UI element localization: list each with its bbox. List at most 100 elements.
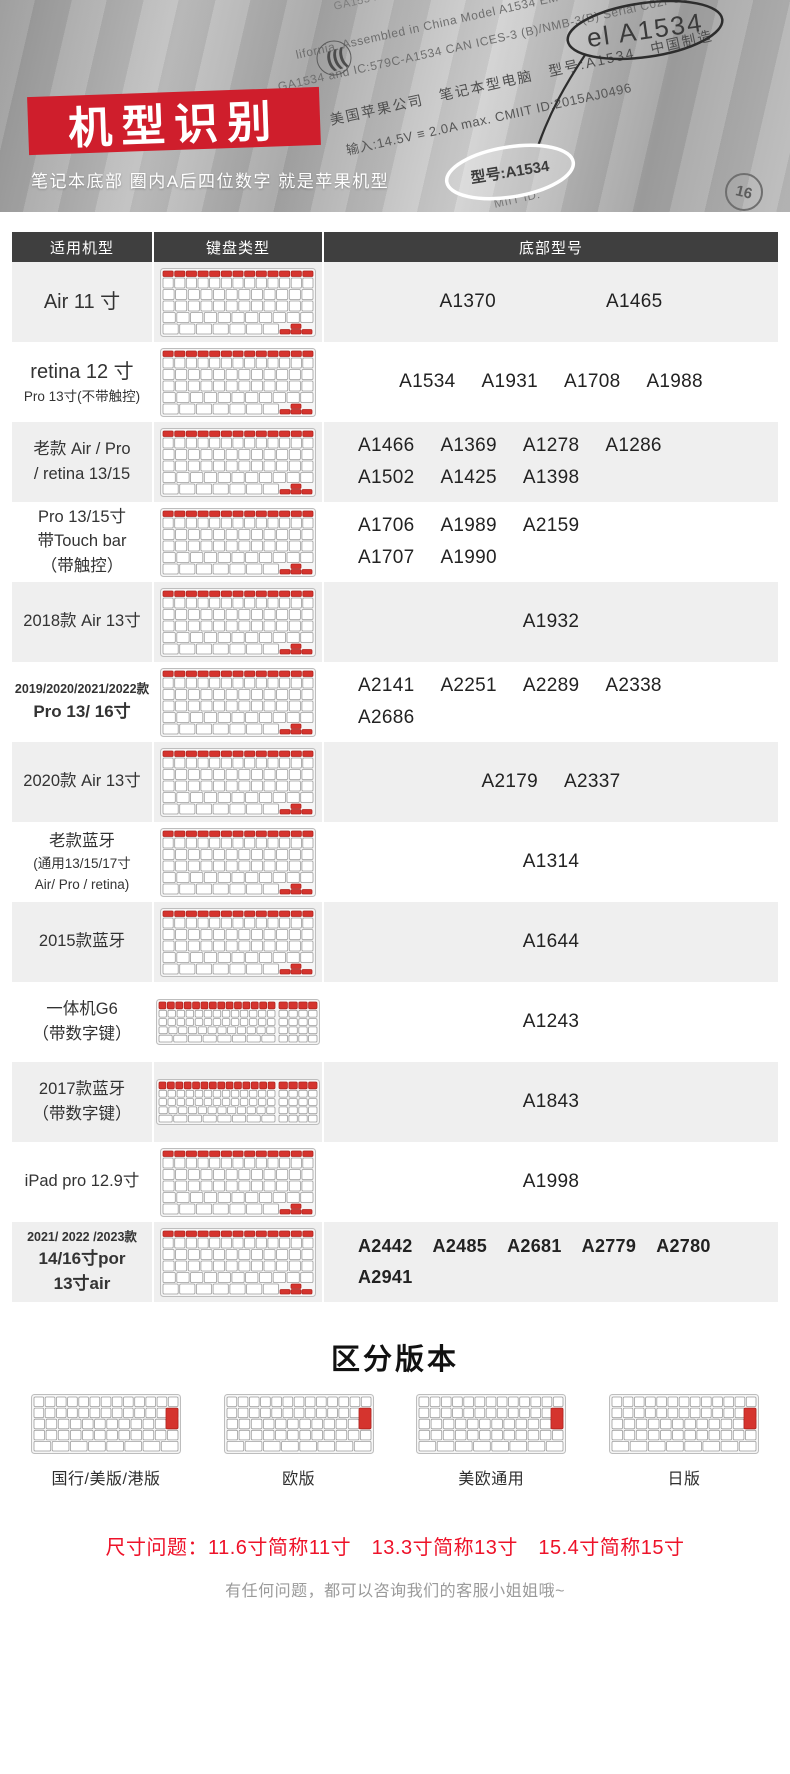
keyboard-illustration — [160, 907, 316, 977]
model-name-line: 老款蓝牙 — [49, 831, 115, 850]
model-numbers-cell: A1243 — [324, 982, 778, 1062]
model-numbers-cell: A1314 — [324, 822, 778, 902]
model-numbers-cell: A1843 — [324, 1062, 778, 1142]
model-numbers-cell: A2179 A2337 — [324, 742, 778, 822]
keyboard-cell — [154, 342, 322, 422]
model-name-line: 2021/ 2022 /2023款 — [27, 1229, 137, 1244]
keyboard-cell — [154, 982, 322, 1062]
keyboard-cell — [154, 582, 322, 662]
keyboard-illustration — [156, 1079, 320, 1125]
version-item: 国行/美版/港版 — [22, 1394, 190, 1489]
model-number: A1989 — [440, 515, 497, 536]
model-number: A1708 — [564, 371, 621, 392]
model-numbers-cell: A2442 A2485 A2681 A2779 A2780 A2941 — [324, 1222, 778, 1302]
model-number-line: A1314 — [523, 851, 579, 873]
versions-strip: 国行/美版/港版 欧版 美欧通用 日版 — [0, 1394, 790, 1489]
model-name-line: （带触控） — [40, 556, 124, 575]
page-subtitle: 笔记本底部 圈内A后四位数字 就是苹果机型 — [31, 172, 390, 191]
model-name-cell: 2019/2020/2021/2022款 Pro 13/ 16寸 — [12, 662, 152, 742]
badge-circle — [725, 173, 763, 211]
model-number: A2941 — [358, 1267, 413, 1287]
model-number: A1370 — [439, 291, 496, 312]
column-header-model: 适用机型 — [12, 232, 152, 262]
model-number: A1998 — [522, 1171, 580, 1192]
model-number: A2485 — [432, 1236, 488, 1256]
model-number: A1466 — [358, 435, 415, 456]
model-name-cell: 2021/ 2022 /2023款 14/16寸por 13寸air — [12, 1222, 152, 1302]
keyboard-illustration — [160, 507, 316, 577]
model-name-cell: retina 12 寸 Pro 13寸(不带触控) — [12, 342, 152, 422]
model-name-line: 2015款蓝牙 — [38, 932, 126, 951]
version-label: 欧版 — [282, 1471, 316, 1488]
model-number-line: A2686 — [358, 707, 414, 729]
model-number-line: A1502 A1425 A1398 — [358, 467, 579, 489]
model-number: A2779 — [581, 1236, 637, 1256]
model-number: A2289 — [522, 675, 580, 696]
badge-number: 16 — [734, 182, 754, 203]
keyboard-cell — [154, 1062, 322, 1142]
table-row: 老款 Air / Pro / retina 13/15 A1466 A1369 A127… — [12, 422, 778, 502]
table-row: iPad pro 12.9寸 A1998 — [12, 1142, 778, 1222]
model-name-line: Air/ Pro / retina) — [34, 876, 130, 892]
model-numbers-cell: A1998 — [324, 1142, 778, 1222]
model-numbers-cell: A2141 A2251 A2289 A2338 A2686 — [324, 662, 778, 742]
model-number: A1644 — [522, 931, 580, 952]
keyboard-illustration — [160, 347, 316, 417]
model-name-cell: iPad pro 12.9寸 — [12, 1142, 152, 1222]
model-number: A1369 — [440, 435, 497, 456]
model-number: A1243 — [522, 1011, 580, 1032]
model-number: A2179 — [481, 771, 538, 792]
keyboard-cell — [154, 1222, 322, 1302]
model-number: A2159 — [522, 515, 580, 536]
model-numbers-cell: A1706 A1989 A2159 A1707 A1990 — [324, 502, 778, 582]
model-number: A2780 — [656, 1236, 711, 1256]
model-number: A2251 — [440, 675, 497, 696]
model-name-line: 14/16寸por — [38, 1249, 126, 1269]
model-number: A1534 — [399, 371, 456, 392]
model-numbers-cell: A1534 A1931 A1708 A1988 — [324, 342, 778, 422]
model-number: A1398 — [522, 467, 580, 488]
model-number: A2686 — [358, 707, 415, 728]
model-name-line: 带Touch bar — [37, 532, 127, 551]
model-number-line: A1243 — [523, 1011, 579, 1033]
table-row: Air 11 寸 A1370 A1465 — [12, 262, 778, 342]
model-name-line: retina 12 寸 — [30, 360, 134, 383]
model-name-cell: Air 11 寸 — [12, 262, 152, 342]
version-item: 日版 — [600, 1394, 768, 1489]
table-row: 一体机G6 （带数字键） A1243 — [12, 982, 778, 1062]
model-number: A1843 — [522, 1091, 580, 1112]
keyboard-illustration — [160, 827, 316, 897]
model-name-cell: 2017款蓝牙 （带数字键） — [12, 1062, 152, 1142]
model-name-cell: 一体机G6 （带数字键） — [12, 982, 152, 1062]
keyboard-illustration — [160, 427, 316, 497]
model-name-cell: 老款 Air / Pro / retina 13/15 — [12, 422, 152, 502]
model-name-cell: 老款蓝牙 (通用13/15/17寸 Air/ Pro / retina) — [12, 822, 152, 902]
keyboard-illustration — [416, 1394, 567, 1454]
model-name-line: （带数字键） — [32, 1104, 132, 1123]
version-item: 欧版 — [215, 1394, 383, 1489]
model-number: A1931 — [481, 371, 538, 392]
versions-section-title: 区分版本 — [330, 1344, 459, 1376]
model-number-line: A2141 A2251 A2289 A2338 — [358, 675, 662, 697]
model-name-line: 一体机G6 — [46, 1000, 118, 1019]
keyboard-cell — [154, 742, 322, 822]
engraved-text-fragment: MIIT ID: — [492, 186, 542, 211]
table-row: retina 12 寸 Pro 13寸(不带触控) A1534 A1931 A1708 A… — [12, 342, 778, 422]
version-label: 美欧通用 — [458, 1471, 525, 1488]
model-number-line: A2442 A2485 A2681 A2779 A2780 — [358, 1236, 711, 1257]
model-number-line: A1370 A1465 — [440, 291, 663, 313]
model-number: A1707 — [358, 547, 415, 568]
model-name-cell: 2018款 Air 13寸 — [12, 582, 152, 662]
model-number: A2681 — [507, 1236, 562, 1256]
model-name-line: / retina 13/15 — [33, 464, 131, 483]
keyboard-illustration — [160, 587, 316, 657]
table-row: 2018款 Air 13寸 A1932 — [12, 582, 778, 662]
model-name-line: 老款 Air / Pro — [33, 440, 131, 459]
model-number: A1314 — [522, 851, 580, 872]
model-number: A2338 — [605, 675, 662, 696]
model-name-cell: Pro 13/15寸 带Touch bar （带触控） — [12, 502, 152, 582]
keyboard-cell — [154, 662, 322, 742]
model-number: A1465 — [606, 291, 663, 312]
table-row: 2021/ 2022 /2023款 14/16寸por 13寸air A2442 A24… — [12, 1222, 778, 1302]
model-name-line: (通用13/15/17寸 — [33, 856, 131, 872]
